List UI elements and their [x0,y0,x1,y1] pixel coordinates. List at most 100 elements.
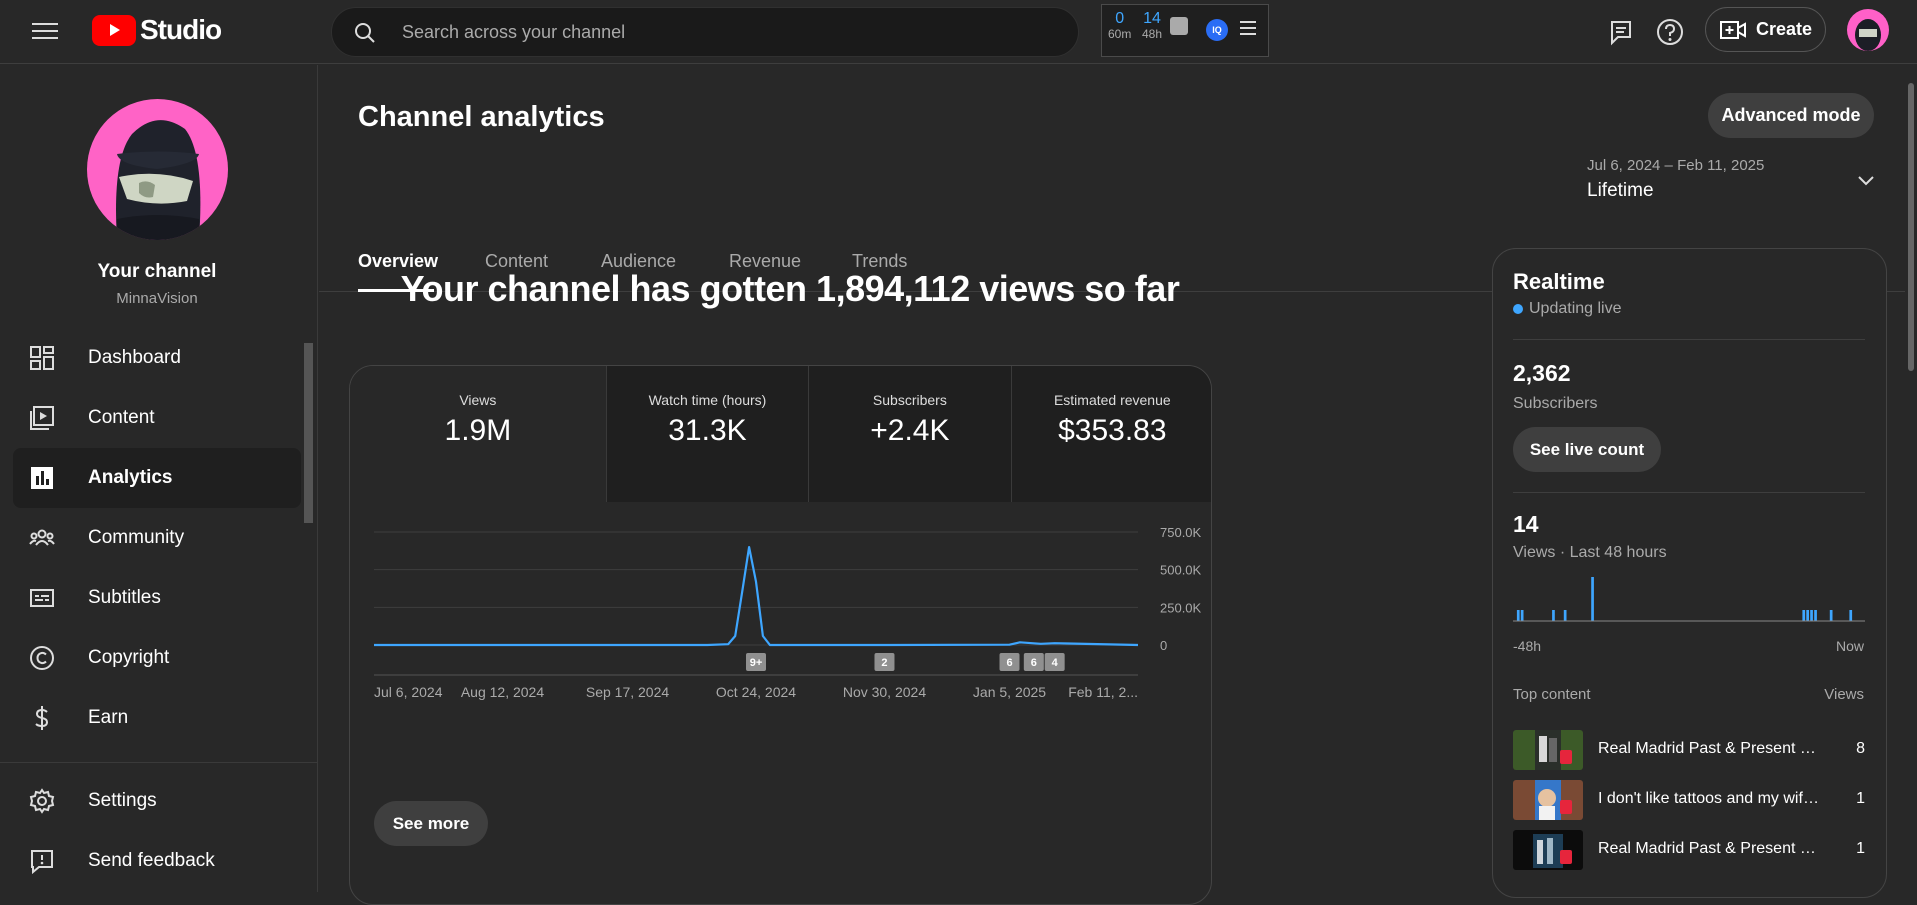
x-tick-label: Feb 11, 2... [1068,684,1138,700]
date-range-text: Jul 6, 2024 – Feb 11, 2025 [1587,157,1765,174]
sidebar-item-label: Send feedback [88,850,215,871]
realtime-bar-chart[interactable] [1513,571,1865,631]
top-bar: Studio 0 60m 14 48h IQ Create [0,0,1917,64]
metric-label: Views [459,392,497,408]
sidebar-item-earn[interactable]: Earn [13,688,301,748]
publish-marker [1044,653,1065,671]
copyright-icon [30,646,54,670]
metric-estimated-revenue[interactable]: Estimated revenue $353.83 [1010,366,1211,502]
page-scrollbar[interactable] [1905,65,1917,892]
realtime-views-label: Views · Last 48 hours [1513,544,1667,561]
publish-marker-label: 4 [1052,657,1059,669]
extension-menu-icon[interactable] [1240,21,1256,39]
account-avatar[interactable] [1847,9,1889,51]
sidebar-item-settings[interactable]: Settings [13,771,301,831]
tab-trends[interactable]: Trends [852,251,908,271]
date-range-selector[interactable]: Jul 6, 2024 – Feb 11, 2025 Lifetime [1587,157,1887,217]
tab-revenue[interactable]: Revenue [729,251,802,271]
publish-marker-label: 9+ [750,657,763,669]
y-tick-label: 250.0K [1160,600,1202,615]
divider [1513,492,1865,493]
page-title: Channel analytics [358,101,605,133]
views-header: Views [1824,686,1864,703]
realtime-bar [1849,610,1853,621]
channel-avatar[interactable] [87,99,228,240]
date-range-label: Lifetime [1587,180,1654,201]
realtime-bar [1829,610,1833,621]
tab-overview[interactable]: Overview [358,251,439,271]
metric-label: Watch time (hours) [648,392,767,408]
sidebar-item-label: Dashboard [88,347,181,368]
hamburger-menu-icon[interactable] [28,18,62,46]
search-icon[interactable] [354,22,376,44]
video-thumbnail [1513,730,1583,770]
x-tick-label: Sep 17, 2024 [586,684,670,700]
sidebar-scrollbar[interactable] [304,343,313,523]
metric-value: 31.3K [668,414,747,447]
realtime-bar [1563,610,1567,621]
video-thumbnail [1513,780,1583,820]
gear-icon [29,788,55,814]
sidebar-item-analytics[interactable]: Analytics [13,448,301,508]
live-label: Updating live [1529,300,1622,317]
metric-views[interactable]: Views 1.9M [350,366,606,502]
stat-48h-value: 14 [1143,10,1161,27]
top-content-header: Top content [1513,686,1591,703]
realtime-bar [1802,610,1806,621]
video-views: 1 [1856,790,1865,807]
help-icon[interactable] [1655,17,1685,47]
vidiq-icon[interactable]: IQ [1206,19,1228,41]
channel-handle: MinnaVision [116,290,198,307]
realtime-views-count: 14 [1513,511,1539,537]
vidiq-extension-widget: 0 60m 14 48h IQ [1101,4,1269,57]
tab-content[interactable]: Content [485,251,549,271]
x-tick-label: Jul 6, 2024 [374,684,443,700]
create-video-icon [1720,20,1746,39]
sidebar-item-community[interactable]: Community [13,508,301,568]
x-tick-label: Nov 30, 2024 [843,684,926,700]
sidebar-item-content[interactable]: Content [13,388,301,448]
logo-text: Studio [140,14,222,45]
views-line-chart[interactable]: 0 250.0K 500.0K 750.0K Jul 6, 2024 Aug 12, 20… [350,502,1212,772]
page-scrollbar-thumb[interactable] [1908,83,1914,371]
see-more-button[interactable]: See more [374,801,488,846]
earn-icon [35,706,49,730]
youtube-studio-logo[interactable]: Studio [92,14,222,46]
sidebar-item-subtitles[interactable]: Subtitles [13,568,301,628]
bar-chart-icon[interactable] [1170,17,1188,35]
x-tick-label: Aug 12, 2024 [461,684,545,700]
series-line [374,546,1139,647]
metric-watch-time[interactable]: Watch time (hours) 31.3K [605,366,809,502]
messages-icon[interactable] [1606,17,1636,47]
metric-subscribers[interactable]: Subscribers +2.4K [808,366,1011,502]
publish-marker [874,653,895,671]
dashboard-icon [30,346,54,370]
live-dot-icon [1513,304,1523,314]
top-content-row[interactable]: Real Madrid Past & Present Footballers..… [1513,730,1865,770]
sidebar-item-dashboard[interactable]: Dashboard [13,328,301,388]
search-input[interactable] [402,8,1042,56]
publish-marker-label: 2 [881,657,887,669]
x-tick-label: Jan 5, 2025 [973,684,1046,700]
sidebar-item-label: Subtitles [88,587,161,608]
sidebar: Your channel MinnaVision Dashboard Conte… [0,65,318,892]
stat-60m-value: 0 [1115,10,1125,27]
create-button[interactable]: Create [1705,7,1826,52]
realtime-bar [1806,610,1809,621]
top-content-row[interactable]: I don't like tattoos and my wife... 1 [1513,780,1865,820]
sidebar-item-copyright[interactable]: Copyright [13,628,301,688]
publish-marker [1023,653,1044,671]
subscriber-label: Subscribers [1513,395,1598,412]
top-content-row[interactable]: Real Madrid Past & Present Footballers..… [1513,830,1865,870]
channel-title[interactable]: Your channel [97,261,217,282]
video-views: 8 [1856,740,1865,757]
metric-value: 1.9M [444,414,512,447]
advanced-mode-button[interactable]: Advanced mode [1708,93,1874,138]
tab-audience[interactable]: Audience [601,251,677,271]
sidebar-item-send-feedback[interactable]: Send feedback [13,831,301,891]
analytics-icon [31,467,53,489]
x-tick-label: Oct 24, 2024 [716,684,796,700]
metric-label: Estimated revenue [1053,392,1171,408]
active-tab-indicator [358,289,434,292]
see-live-count-button[interactable]: See live count [1513,427,1661,472]
